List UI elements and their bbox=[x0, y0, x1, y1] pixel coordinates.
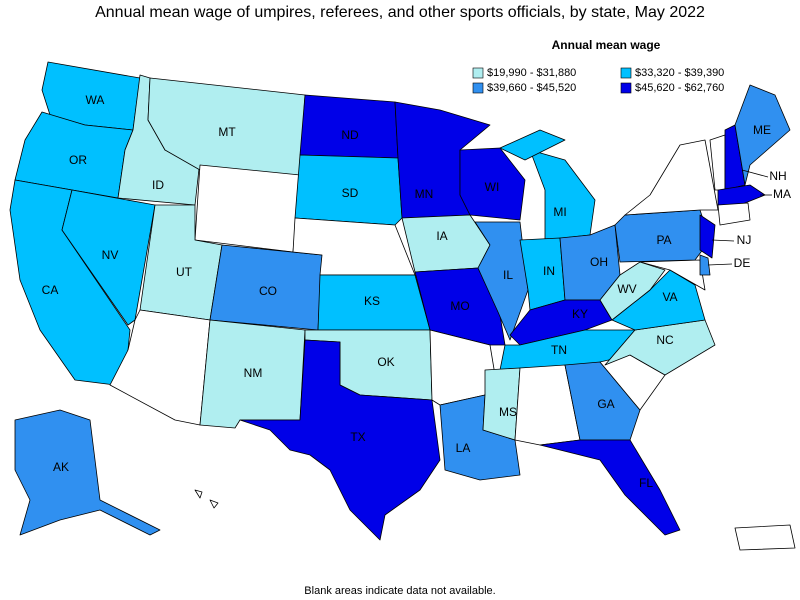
state-label: DE bbox=[734, 256, 751, 270]
state bbox=[299, 94, 399, 159]
legend-label: $19,990 - $31,880 bbox=[487, 67, 576, 79]
legend-swatch bbox=[472, 67, 484, 79]
leader-line bbox=[711, 239, 735, 242]
state bbox=[474, 221, 529, 341]
state-label: IA bbox=[436, 229, 447, 243]
state-label: TN bbox=[551, 343, 567, 357]
state-label: GA bbox=[597, 397, 614, 411]
state bbox=[194, 164, 301, 253]
legend-label: $39,660 - $45,520 bbox=[487, 82, 576, 94]
state-label: IN bbox=[543, 264, 555, 278]
legend-title: Annual mean wage bbox=[552, 38, 661, 52]
state-label: NC bbox=[656, 333, 674, 347]
state-label: ID bbox=[152, 178, 164, 192]
legend-swatch bbox=[620, 82, 632, 94]
map-title: Annual mean wage of umpires, referees, a… bbox=[95, 4, 705, 21]
state-label: KY bbox=[572, 307, 588, 321]
state bbox=[194, 489, 203, 499]
state bbox=[14, 409, 161, 536]
state bbox=[734, 84, 791, 186]
state-label: WA bbox=[86, 93, 105, 107]
labels: WA OR CA NV ID MT UT CO NM ND SD KS OK TX MN IA MO LA WI IL… bbox=[42, 93, 791, 490]
state bbox=[624, 139, 719, 216]
state-label: WI bbox=[485, 180, 500, 194]
state bbox=[61, 189, 156, 326]
state-label: FL bbox=[639, 476, 653, 490]
state-label: CO bbox=[259, 284, 277, 298]
state-label: UT bbox=[176, 265, 193, 279]
state-label: OR bbox=[69, 153, 87, 167]
legend-swatch bbox=[620, 67, 632, 79]
state-label: SD bbox=[342, 186, 359, 200]
legend: $19,990 - $31,880 $33,320 - $39,390 $39,66… bbox=[472, 67, 724, 94]
state-part bbox=[209, 499, 219, 509]
footnote: Blank areas indicate data not available. bbox=[304, 585, 495, 597]
state-label: ND bbox=[341, 128, 359, 142]
state bbox=[699, 254, 711, 276]
state-label: OH bbox=[590, 255, 608, 269]
leader-line bbox=[741, 169, 769, 178]
state bbox=[564, 361, 641, 441]
state-label: OK bbox=[377, 355, 394, 369]
state bbox=[717, 202, 751, 226]
state-label: CA bbox=[42, 283, 59, 297]
state-label: IL bbox=[503, 268, 513, 282]
state-part bbox=[499, 129, 566, 161]
state-label: TX bbox=[350, 430, 365, 444]
state-label: NM bbox=[244, 366, 263, 380]
state-label: NV bbox=[102, 248, 119, 262]
state-label: MS bbox=[499, 405, 517, 419]
leader-line bbox=[707, 263, 733, 266]
state bbox=[482, 367, 521, 441]
states bbox=[9, 61, 796, 551]
state bbox=[294, 154, 403, 226]
state-label: MN bbox=[415, 187, 434, 201]
state bbox=[734, 524, 796, 551]
state bbox=[717, 184, 766, 206]
state bbox=[699, 214, 716, 259]
legend-swatch bbox=[472, 82, 484, 94]
legend-label: $33,320 - $39,390 bbox=[635, 67, 724, 79]
state-label: VA bbox=[662, 290, 677, 304]
state-label: MA bbox=[773, 187, 791, 201]
state bbox=[529, 149, 596, 241]
state-label: WV bbox=[617, 282, 636, 296]
state-label: MO bbox=[450, 299, 469, 313]
state-label: NJ bbox=[737, 233, 752, 247]
state bbox=[239, 339, 441, 541]
state bbox=[599, 261, 666, 321]
state-label: LA bbox=[456, 441, 471, 455]
state bbox=[539, 439, 681, 536]
state-label: PA bbox=[656, 233, 671, 247]
state-label: MI bbox=[553, 205, 566, 219]
state-label: KS bbox=[364, 294, 380, 308]
legend-label: $45,620 - $62,760 bbox=[635, 82, 724, 94]
state-label: ME bbox=[753, 123, 771, 137]
state-label: NH bbox=[769, 169, 786, 183]
state-label: AK bbox=[53, 460, 69, 474]
state-label: MT bbox=[218, 125, 236, 139]
